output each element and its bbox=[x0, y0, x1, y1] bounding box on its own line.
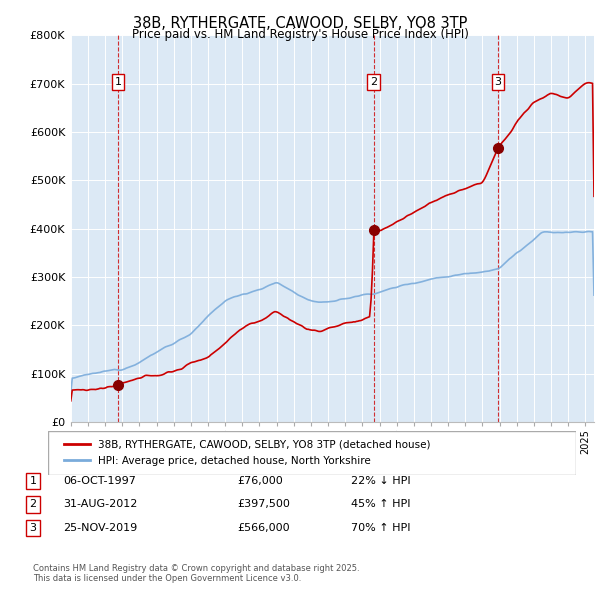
Text: £76,000: £76,000 bbox=[237, 476, 283, 486]
Text: 2: 2 bbox=[29, 500, 37, 509]
Text: 2: 2 bbox=[370, 77, 377, 87]
Text: 22% ↓ HPI: 22% ↓ HPI bbox=[351, 476, 410, 486]
Text: 25-NOV-2019: 25-NOV-2019 bbox=[63, 523, 137, 533]
Text: £566,000: £566,000 bbox=[237, 523, 290, 533]
Text: 70% ↑ HPI: 70% ↑ HPI bbox=[351, 523, 410, 533]
Text: 1: 1 bbox=[115, 77, 122, 87]
Text: Contains HM Land Registry data © Crown copyright and database right 2025.
This d: Contains HM Land Registry data © Crown c… bbox=[33, 563, 359, 583]
Text: 38B, RYTHERGATE, CAWOOD, SELBY, YO8 3TP: 38B, RYTHERGATE, CAWOOD, SELBY, YO8 3TP bbox=[133, 16, 467, 31]
Text: 3: 3 bbox=[29, 523, 37, 533]
Text: 06-OCT-1997: 06-OCT-1997 bbox=[63, 476, 136, 486]
Legend: 38B, RYTHERGATE, CAWOOD, SELBY, YO8 3TP (detached house), HPI: Average price, de: 38B, RYTHERGATE, CAWOOD, SELBY, YO8 3TP … bbox=[58, 434, 436, 471]
Text: £397,500: £397,500 bbox=[237, 500, 290, 509]
Text: 3: 3 bbox=[494, 77, 502, 87]
Text: Price paid vs. HM Land Registry's House Price Index (HPI): Price paid vs. HM Land Registry's House … bbox=[131, 28, 469, 41]
Text: 31-AUG-2012: 31-AUG-2012 bbox=[63, 500, 137, 509]
Text: 45% ↑ HPI: 45% ↑ HPI bbox=[351, 500, 410, 509]
Text: 1: 1 bbox=[29, 476, 37, 486]
